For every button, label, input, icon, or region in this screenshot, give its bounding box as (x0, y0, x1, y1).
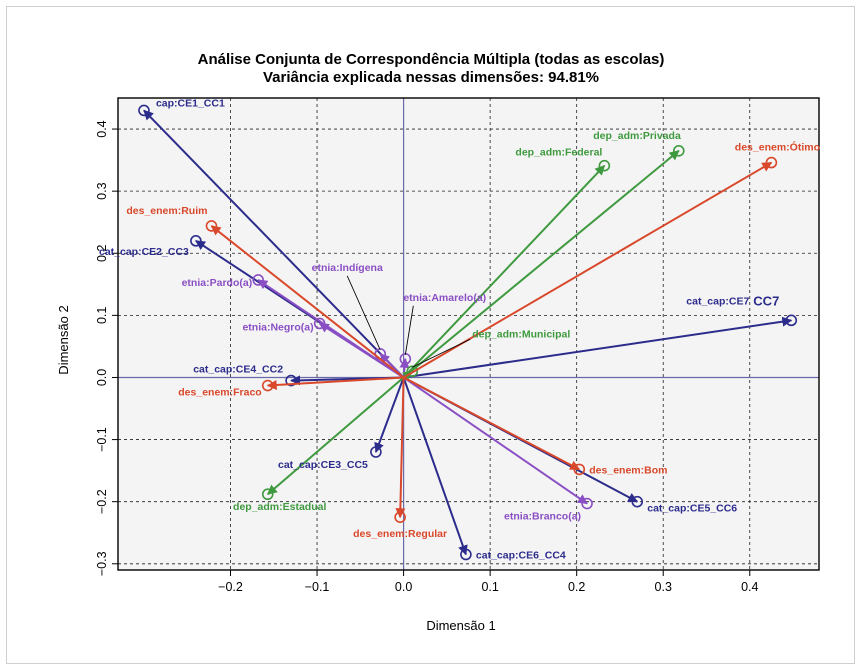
point-etnia-pardo-a- (252, 274, 265, 286)
leader-etnia-amarelo-a- (404, 305, 414, 355)
arrow-dep-adm-federal (402, 164, 606, 379)
x-tick-label: 0.2 (568, 580, 585, 594)
y-tick-label: 0.1 (95, 307, 109, 324)
label-des-enem-timo: des_enem:Ótimo (735, 141, 820, 154)
arrow-cat-cap-ce6-cc4 (402, 377, 468, 556)
label-cat-cap-ce3-cc5: cat_cap:CE3_CC5 (278, 459, 368, 471)
point-cat-cap-ce4-cc2 (285, 374, 297, 387)
arrow-cat-cap-ce3-cc5 (374, 377, 405, 453)
arrow-etnia-negro-a- (318, 322, 405, 379)
arrow-des-enem-ruim (210, 225, 405, 379)
point-cat-cap-ce7 (785, 314, 798, 327)
plot-frame (117, 97, 820, 571)
point-cat-cap-ce6-cc4 (460, 548, 472, 561)
leader-dep-adm-municipal (412, 338, 471, 368)
point-dep-adm-municipal (406, 365, 419, 378)
point-cat-cap-ce2-cc3 (190, 235, 202, 247)
y-tick-label: 0.0 (95, 369, 109, 386)
label-dep-adm-municipal: dep_adm:Municipal (472, 328, 570, 340)
point-des-enem-timo (765, 156, 778, 169)
chart-subtitle: Variância explicada nessas dimensões: 94… (263, 69, 599, 86)
x-tick-label: 0.4 (741, 580, 758, 594)
axes: −0.2 −0.1 0.0 0.1 0.2 0.3 0.4 −0.3 −0.2 −0.1 0.0 0.… (95, 97, 820, 594)
label-dep-adm-privada: dep_adm:Privada (593, 130, 681, 142)
label-cat-cap-ce5-cc6: cat_cap:CE5_CC6 (647, 503, 737, 515)
arrow-des-enem-regular (395, 377, 406, 519)
y-tick-label: 0.4 (95, 120, 109, 137)
x-tick-label: −0.1 (305, 580, 330, 594)
arrow-dep-adm-privada (402, 150, 680, 379)
point-etnia-branco-a- (581, 497, 593, 510)
label-cc7: CC7 (753, 293, 779, 308)
arrow-dep-adm-estadual (266, 376, 405, 495)
y-tick-label: 0.3 (95, 182, 109, 199)
label-des-enem-fraco: des_enem:Fraco (178, 387, 261, 399)
label-cat-cap-ce4-cc2: cat_cap:CE4_CC2 (193, 364, 283, 376)
label-des-enem-regular: des_enem:Regular (353, 528, 447, 540)
y-axis-label: Dimensão 2 (56, 305, 71, 374)
label-des-enem-ruim: des_enem:Ruim (126, 205, 207, 217)
label-cat-cap-ce7: cat_cap:CE7 (686, 295, 749, 307)
chart-title: Análise Conjunta de Correspondência Múlt… (198, 51, 665, 68)
x-tick-label: 0.3 (655, 580, 672, 594)
y-tick-label: −0.3 (95, 551, 109, 576)
point-des-enem-bom (573, 463, 586, 476)
x-tick-label: −0.2 (218, 580, 243, 594)
y-tick-label: −0.1 (95, 427, 109, 452)
y-tick-label: 0.2 (95, 245, 109, 262)
point-cat-cap-ce5-cc6 (631, 495, 644, 508)
point-cap-ce1-cc1 (138, 104, 150, 117)
x-axis-label: Dimensão 1 (426, 618, 495, 633)
x-tick-label: 0.1 (481, 580, 498, 594)
point-dep-adm-estadual (261, 488, 274, 501)
label-cap-ce1-cc1: cap:CE1_CC1 (156, 97, 225, 109)
label-cat-cap-ce6-cc4: cat_cap:CE6_CC4 (476, 549, 566, 561)
arrow-cap-ce1-cc1 (143, 109, 405, 379)
label-etnia-pardo-a-: etnia:Pardo(a) (182, 277, 253, 289)
arrow-des-enem-fraco (266, 376, 404, 391)
label-etnia-amarelo-a-: etnia:Amarelo(a) (403, 292, 486, 304)
leader-etnia-ind-gena (346, 275, 381, 351)
point-dep-adm-federal (598, 159, 611, 172)
label-dep-adm-federal: dep_adm:Federal (515, 147, 602, 159)
plot-area (118, 98, 819, 570)
arrow-etnia-branco-a- (403, 376, 588, 505)
label-etnia-negro-a-: etnia:Negro(a) (242, 321, 313, 333)
point-dep-adm-privada (672, 144, 685, 157)
point-des-enem-fraco (261, 379, 274, 392)
label-etnia-branco-a-: etnia:Branco(a) (504, 511, 581, 523)
y-tick-label: −0.2 (95, 489, 109, 514)
point-des-enem-regular (394, 511, 406, 524)
point-labels-layer: cap:CE1_CC1 cat_cap:CE2_CC3 cat_cap:CE4_CC… (99, 97, 820, 561)
label-dep-adm-estadual: dep_adm:Estadual (233, 501, 326, 513)
plot-background (118, 98, 819, 570)
label-cat-cap-ce2-cc3: cat_cap:CE2_CC3 (99, 246, 189, 258)
arrow-cat-cap-ce7 (403, 316, 793, 379)
label-des-enem-bom: des_enem:Bom (589, 464, 667, 476)
label-etnia-ind-gena: etnia:Indígena (312, 262, 383, 274)
x-tick-label: 0.0 (395, 580, 412, 594)
point-des-enem-ruim (205, 220, 218, 232)
arrow-des-enem-bom (403, 376, 581, 471)
point-etnia-negro-a- (313, 317, 326, 330)
point-cat-cap-ce3-cc5 (370, 446, 382, 458)
